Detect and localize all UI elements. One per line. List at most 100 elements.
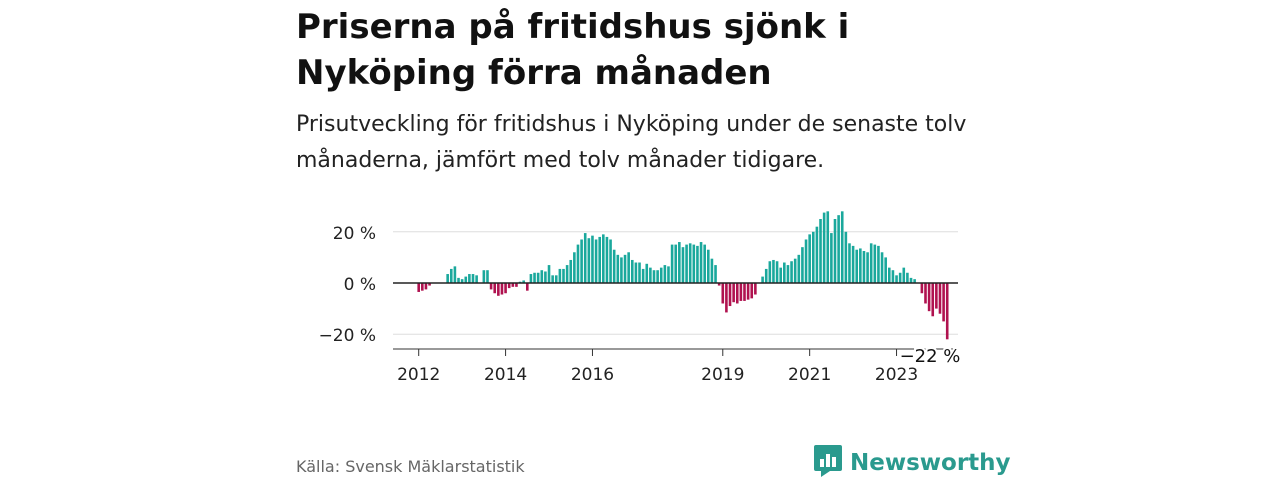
bar: [877, 245, 880, 283]
bar: [417, 283, 420, 292]
bar: [475, 275, 478, 283]
bar: [739, 283, 743, 301]
bars: [417, 211, 949, 340]
bar: [797, 254, 801, 283]
bar: [761, 276, 764, 283]
bar: [602, 234, 605, 283]
y-tick-label: 20 %: [333, 224, 376, 244]
bar: [859, 248, 862, 283]
bar: [692, 244, 696, 283]
bar: [652, 270, 656, 283]
bar: [696, 245, 699, 283]
brand-logo: Newsworthy: [814, 445, 1011, 481]
bar: [605, 236, 609, 283]
bar: [634, 262, 638, 283]
bar: [670, 244, 674, 283]
bar: [457, 277, 460, 283]
bar: [627, 252, 630, 283]
bar: [808, 234, 811, 283]
bar: [449, 268, 453, 283]
y-tick-label: −20 %: [319, 326, 376, 346]
bar: [482, 270, 486, 283]
bar: [580, 239, 583, 283]
bar: [591, 235, 594, 283]
bar: [497, 283, 500, 296]
bar-chart-speech-bubble-icon: [814, 445, 842, 481]
bar: [612, 249, 616, 283]
bar: [529, 274, 533, 283]
bar: [707, 249, 710, 283]
bar: [888, 267, 891, 283]
bar: [801, 247, 804, 283]
bar: [764, 268, 768, 283]
bar: [681, 247, 685, 283]
bar: [641, 268, 645, 283]
bar: [775, 261, 779, 283]
bar: [783, 262, 786, 283]
bar: [489, 283, 493, 290]
bar: [844, 231, 848, 283]
bar: [862, 251, 866, 283]
bar: [428, 283, 431, 286]
bar: [515, 283, 518, 287]
bar: [703, 244, 706, 283]
bar: [891, 270, 895, 283]
bar: [526, 283, 529, 291]
bar: [772, 259, 775, 283]
bar: [924, 283, 927, 304]
bar: [511, 283, 515, 287]
bar: [869, 243, 873, 283]
bar: [721, 283, 725, 304]
bar: [754, 283, 757, 295]
bar: [573, 252, 576, 283]
bar: [460, 279, 464, 283]
bar: [562, 268, 565, 283]
bar: [945, 283, 949, 340]
bar: [486, 270, 489, 283]
bar: [667, 266, 670, 283]
bar: [554, 275, 558, 283]
bar: [920, 283, 924, 294]
bar: [902, 267, 906, 283]
bar: [616, 254, 620, 283]
bar: [750, 283, 754, 299]
bar: [424, 283, 428, 290]
bar: [822, 212, 826, 283]
bar: [710, 258, 714, 283]
x-tick-label: 2012: [397, 365, 440, 385]
x-tick-label: 2014: [484, 365, 527, 385]
bar: [873, 244, 877, 283]
bar: [935, 283, 938, 309]
bar: [583, 233, 587, 283]
bar: [938, 283, 942, 314]
bar: [620, 257, 623, 283]
bar: [768, 261, 772, 283]
bar: [833, 219, 837, 283]
chart-subtitle: Prisutveckling för fritidshus i Nyköping…: [296, 112, 967, 173]
bar: [587, 238, 591, 283]
bar: [421, 283, 424, 291]
bar: [895, 275, 898, 283]
bar: [913, 279, 916, 283]
bar: [576, 244, 580, 283]
bar: [699, 242, 703, 283]
bar: [898, 272, 902, 283]
bar: [819, 219, 822, 283]
bar: [540, 270, 544, 283]
bar: [840, 211, 844, 283]
bar: [804, 239, 808, 283]
bar: [884, 257, 887, 283]
bar: [638, 262, 641, 283]
bar: [656, 270, 659, 283]
bar: [659, 267, 663, 283]
bar: [678, 242, 681, 283]
bar: [663, 265, 667, 283]
bar: [743, 283, 746, 301]
grid-lines: [393, 231, 958, 335]
bar: [630, 259, 634, 283]
bar: [453, 266, 457, 283]
bar: [786, 265, 790, 283]
bar: [732, 283, 735, 303]
bar: [714, 265, 717, 283]
bar: [547, 265, 551, 283]
